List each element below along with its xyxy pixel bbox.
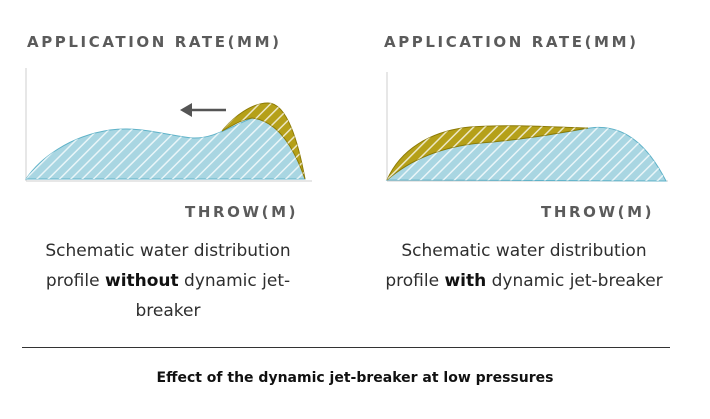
right-x-axis-label: THROW(M) xyxy=(541,203,655,221)
left-x-axis-label: THROW(M) xyxy=(185,203,299,221)
left-gold-hatch xyxy=(222,103,305,179)
right-y-axis-label: APPLICATION RATE(MM) xyxy=(384,33,639,51)
divider xyxy=(22,347,670,348)
left-blue-hatch xyxy=(26,116,305,179)
right-caption: Schematic water distribution profile wit… xyxy=(376,236,672,296)
left-arrow-icon xyxy=(180,103,226,117)
left-caption: Schematic water distribution profile wit… xyxy=(28,236,308,326)
right-gold-hatch xyxy=(387,125,588,180)
right-caption-post: dynamic jet-breaker xyxy=(486,271,663,291)
right-caption-bold: with xyxy=(444,271,487,291)
right-caption-pre: Schematic water distribution profile xyxy=(385,241,647,291)
right-blue-hatch xyxy=(387,127,666,181)
footer-caption: Effect of the dynamic jet-breaker at low… xyxy=(156,370,554,386)
left-caption-pre: Schematic water distribution profile xyxy=(45,241,291,291)
left-caption-post: dynamic jet-breaker xyxy=(135,271,291,321)
left-caption-bold: without xyxy=(104,271,179,291)
left-y-axis-label: APPLICATION RATE(MM) xyxy=(27,33,282,51)
